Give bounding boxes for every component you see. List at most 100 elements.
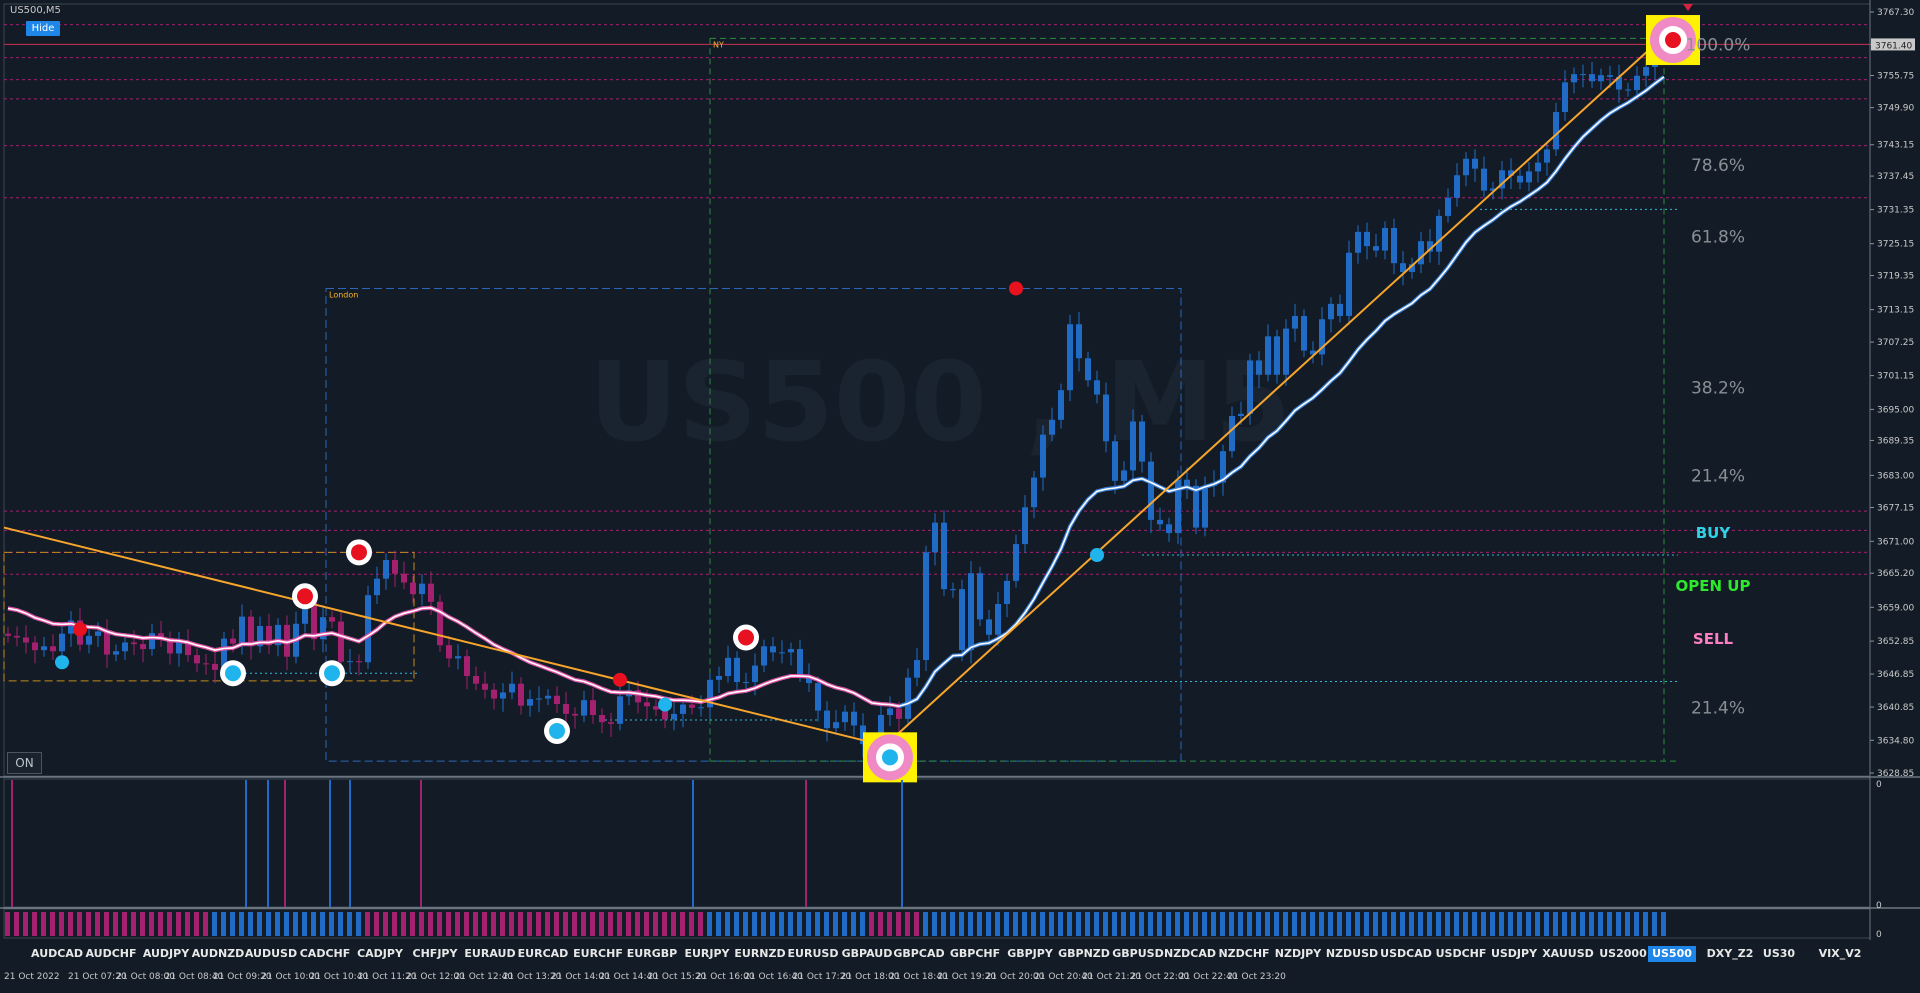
- symbol-tab-chfjpy[interactable]: CHFJPY: [412, 947, 458, 960]
- histogram-bar: [302, 912, 307, 936]
- symbol-tab-audjpy[interactable]: AUDJPY: [142, 947, 190, 960]
- candle-body: [968, 573, 974, 651]
- symbol-bar: AUDCAD AUDCHF AUDJPY AUDNZD AUDUSD CADCHF CADJ…: [0, 943, 1866, 965]
- symbol-tab-cadjpy[interactable]: CADJPY: [357, 947, 403, 960]
- symbol-tab-eurjpy[interactable]: EURJPY: [684, 947, 730, 960]
- symbol-tab-audusd[interactable]: AUDUSD: [244, 947, 298, 960]
- symbol-tab-gbpjpy[interactable]: GBPJPY: [1007, 947, 1053, 960]
- histogram-bar: [284, 912, 289, 936]
- candle-body: [518, 683, 524, 706]
- symbol-tab-audcad[interactable]: AUDCAD: [31, 947, 83, 960]
- candle-body: [239, 616, 245, 644]
- candle-body: [878, 715, 884, 747]
- symbol-tab-usdjpy[interactable]: USDJPY: [1490, 947, 1538, 960]
- symbol-tab-eurusd[interactable]: EURUSD: [787, 947, 839, 960]
- symbol-tab-xauusd[interactable]: XAUUSD: [1542, 947, 1594, 960]
- symbol-tab-us2000[interactable]: US2000: [1599, 947, 1647, 960]
- hide-button[interactable]: Hide: [26, 21, 60, 36]
- symbol-tab-gbpusd[interactable]: GBPUSD: [1112, 947, 1164, 960]
- candle-body: [923, 552, 929, 661]
- sub-scale-label: 0: [1876, 901, 1882, 911]
- candle-body: [1535, 162, 1541, 172]
- histogram-bar: [968, 912, 973, 936]
- candle-body: [617, 696, 623, 724]
- candle-body: [941, 522, 947, 590]
- symbol-tab-audchf[interactable]: AUDCHF: [85, 947, 137, 960]
- symbol-tab-dxy_z2[interactable]: DXY_Z2: [1706, 947, 1754, 960]
- time-label: 21 Oct 08:40: [164, 972, 224, 982]
- histogram-bar: [95, 912, 100, 936]
- histogram-bar: [1121, 912, 1126, 936]
- symbol-tab-gbpcad[interactable]: GBPCAD: [893, 947, 945, 960]
- histogram-bar: [806, 912, 811, 936]
- candle-body: [1364, 231, 1370, 247]
- symbol-tab-eurcad[interactable]: EURCAD: [517, 947, 569, 960]
- symbol-tab-gbpaud[interactable]: GBPAUD: [841, 947, 893, 960]
- candle-body: [356, 661, 362, 663]
- candle-body: [950, 589, 956, 591]
- candle-body: [1391, 228, 1397, 264]
- histogram-bar: [41, 912, 46, 936]
- histogram-bar: [1310, 912, 1315, 936]
- histogram-bar: [1337, 912, 1342, 936]
- histogram-bar: [1427, 912, 1432, 936]
- candle-body: [815, 683, 821, 711]
- candle-body: [95, 631, 101, 636]
- candle-body: [1256, 360, 1262, 375]
- symbol-tab-us30[interactable]: US30: [1762, 947, 1796, 960]
- histogram-bar: [986, 912, 991, 936]
- candle-body: [23, 637, 29, 643]
- symbol-tab-cadchf[interactable]: CADCHF: [299, 947, 351, 960]
- symbol-tab-nzdjpy[interactable]: NZDJPY: [1274, 947, 1322, 960]
- candle-body: [1274, 336, 1280, 375]
- histogram-bar: [203, 912, 208, 936]
- trendline[interactable]: [885, 43, 1656, 746]
- symbol-tab-eurnzd[interactable]: EURNZD: [734, 947, 786, 960]
- histogram-bar: [1472, 912, 1477, 936]
- symbol-tab-euraud[interactable]: EURAUD: [464, 947, 516, 960]
- candle-body: [221, 638, 227, 670]
- histogram-bar: [1103, 912, 1108, 936]
- candle-body: [1130, 421, 1136, 471]
- symbol-tab-eurchf[interactable]: EURCHF: [573, 947, 623, 960]
- histogram-bar: [158, 912, 163, 936]
- time-label: 21 Oct 19:20: [937, 972, 997, 982]
- histogram-bar: [266, 912, 271, 936]
- price-scale-label: 3634.80: [1877, 736, 1914, 746]
- candle-body: [185, 641, 191, 656]
- price-scale-label: 3677.15: [1877, 504, 1914, 514]
- candle-body: [932, 522, 938, 553]
- on-toggle-button[interactable]: ON: [7, 752, 42, 774]
- candle-body: [1499, 170, 1505, 189]
- symbol-tab-usdchf[interactable]: USDCHF: [1435, 947, 1487, 960]
- symbol-tab-us500[interactable]: US500: [1648, 946, 1696, 962]
- symbol-tab-gbpchf[interactable]: GBPCHF: [949, 947, 1001, 960]
- candle-body: [1031, 477, 1037, 508]
- candle-body: [1580, 74, 1586, 76]
- candle-body: [1472, 158, 1478, 169]
- histogram-bar: [1526, 912, 1531, 936]
- symbol-tab-audnzd[interactable]: AUDNZD: [191, 947, 245, 960]
- candle-body: [1148, 461, 1154, 520]
- symbol-tab-gbpnzd[interactable]: GBPNZD: [1058, 947, 1110, 960]
- histogram-bar: [761, 912, 766, 936]
- signal-marker-blue-ring: [544, 717, 570, 744]
- trendline[interactable]: [3, 526, 882, 746]
- symbol-tab-nzdchf[interactable]: NZDCHF: [1218, 947, 1270, 960]
- histogram-bar: [896, 912, 901, 936]
- symbol-tab-usdcad[interactable]: USDCAD: [1380, 947, 1432, 960]
- symbol-tab-nzdcad[interactable]: NZDCAD: [1163, 947, 1217, 960]
- symbol-tab-eurgbp[interactable]: EURGBP: [626, 947, 678, 960]
- time-label: 21 Oct 12:00: [406, 972, 465, 982]
- histogram-bar: [86, 912, 91, 936]
- histogram-bar: [572, 912, 577, 936]
- candle-body: [455, 656, 461, 659]
- histogram-bar: [1346, 912, 1351, 936]
- candle-body: [473, 675, 479, 684]
- candle-body: [122, 642, 128, 652]
- candle-body: [68, 620, 74, 634]
- symbol-tab-vix_v2[interactable]: VIX_V2: [1818, 947, 1862, 960]
- symbol-tab-nzdusd[interactable]: NZDUSD: [1325, 947, 1379, 960]
